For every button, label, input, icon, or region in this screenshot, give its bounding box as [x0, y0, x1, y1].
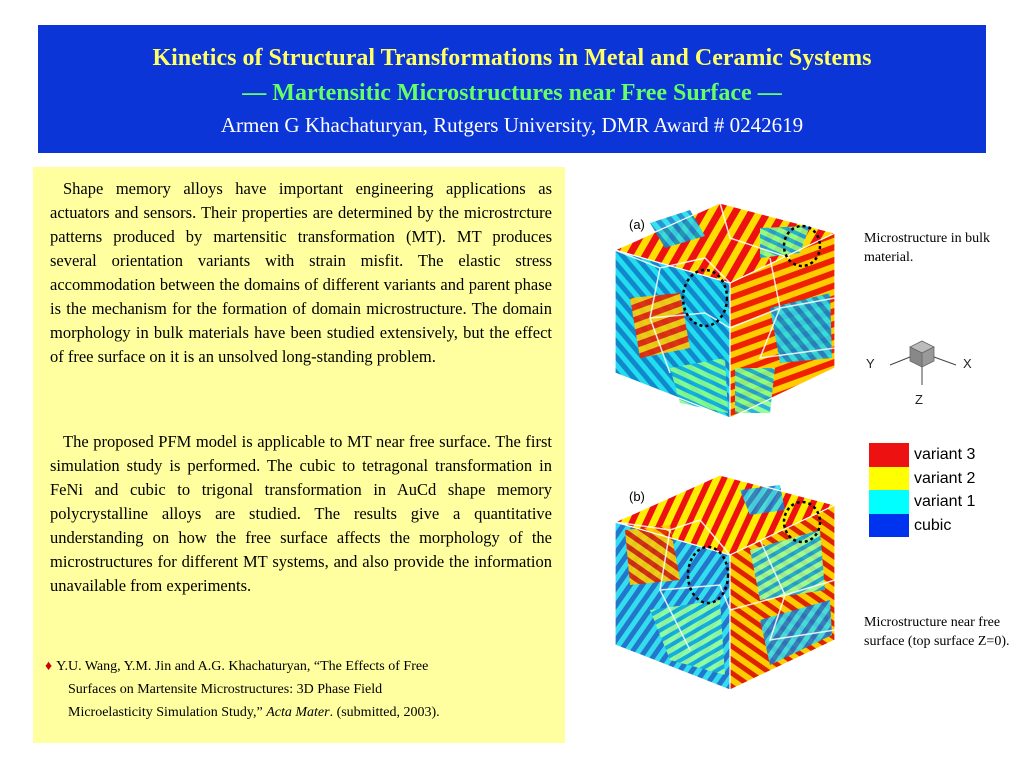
axis-triad-icon [889, 340, 957, 385]
caption-free-surface: Microstructure near free surface (top su… [864, 615, 1010, 649]
grain-patch [750, 530, 825, 600]
dotted-circle-annotation [782, 500, 822, 544]
legend-swatch [869, 513, 909, 537]
reference-line-3-suffix: . (submitted, 2003). [329, 705, 440, 720]
legend-swatch [869, 443, 909, 467]
grain-patch [650, 210, 705, 248]
grain-patch [740, 485, 785, 515]
grain-patch [650, 600, 725, 675]
legend-swatch [869, 490, 909, 514]
paragraph-1: Shape memory alloys have important engin… [50, 179, 552, 366]
microstructure-cube-a [614, 202, 837, 419]
page-subtitle: — Martensitic Microstructures near Free … [242, 80, 782, 106]
reference-line-3-prefix: Microelasticity Simulation Study,” [68, 705, 267, 720]
reference-citation: ♦ Y.U. Wang, Y.M. Jin and A.G. Khachatury… [45, 655, 555, 724]
reference-line-3: Microelasticity Simulation Study,” Acta … [45, 701, 555, 724]
reference-line-1: Y.U. Wang, Y.M. Jin and A.G. Khachaturya… [56, 659, 429, 674]
axis-y-label: Y [866, 356, 875, 371]
dotted-circle-annotation [782, 224, 822, 268]
axis-x-label: X [963, 356, 972, 371]
microstructure-cube-b [614, 474, 837, 691]
grain-patch [630, 293, 690, 358]
text-panel: Shape memory alloys have important engin… [33, 167, 565, 743]
legend-swatch [869, 466, 909, 490]
caption-bulk: Microstructure in bulk material. [864, 231, 990, 265]
grain-patch [670, 358, 728, 413]
cube-top-face [615, 203, 835, 283]
cube-a-label: (a) [629, 217, 645, 232]
page-title: Kinetics of Structural Transformations i… [152, 45, 872, 71]
legend-label: variant 1 [914, 493, 976, 510]
legend-label: variant 3 [914, 446, 976, 463]
grain-patch [770, 293, 832, 363]
dotted-circle-annotation [686, 545, 730, 605]
grain-patch [760, 226, 810, 258]
journal-name: Acta Mater [266, 705, 330, 720]
dotted-circle-annotation [681, 268, 729, 328]
title-banner: Kinetics of Structural Transformations i… [38, 25, 986, 153]
grain-patch [625, 525, 680, 585]
diamond-bullet-icon: ♦ [45, 659, 53, 674]
reference-line-2: Surfaces on Martensite Microstructures: … [68, 682, 383, 697]
legend-label: variant 2 [914, 469, 976, 487]
paragraph-2: The proposed PFM model is applicable to … [50, 432, 552, 595]
cube-b-label: (b) [629, 489, 645, 504]
author-line: Armen G Khachaturyan, Rutgers University… [220, 113, 804, 137]
legend-label: cubic [914, 516, 952, 534]
axis-z-label: Z [915, 392, 923, 407]
